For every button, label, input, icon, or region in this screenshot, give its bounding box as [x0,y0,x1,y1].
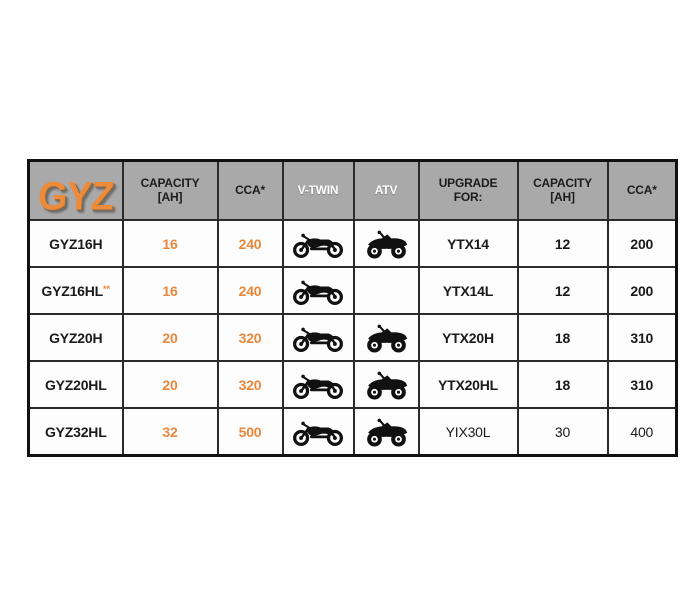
vtwin-cell [281,266,355,316]
capacity-cell: 32 [121,407,219,457]
upgrade-cca-cell: 200 [606,266,678,316]
column-header-upgrade-capacity: CAPACITY [AH] [516,159,609,222]
column-header-cca: CCA* [216,159,284,222]
model-cell: GYZ20H [27,313,124,363]
model-cell: GYZ16HL** [27,266,124,316]
upgrade-capacity-cell: 12 [516,219,609,269]
upgrade-model-cell: YTX20H [417,313,519,363]
upgrade-capacity-cell: 12 [516,266,609,316]
capacity-cell: 16 [121,266,219,316]
upgrade-model-cell: YTX20HL [417,360,519,410]
upgrade-cca-cell: 400 [606,407,678,457]
model-cell: GYZ16H [27,219,124,269]
model-cell: GYZ20HL [27,360,124,410]
upgrade-capacity-cell: 18 [516,313,609,363]
upgrade-model-cell: YTX14L [417,266,519,316]
table-row: GYZ16HL** 16 240 YTX14L 12 200 [27,266,678,316]
vtwin-cell [281,313,355,363]
column-header-atv: ATV [352,159,420,222]
upgrade-model-cell: YTX14 [417,219,519,269]
vtwin-cell [281,360,355,410]
upgrade-cca-cell: 310 [606,313,678,363]
column-header-upgrade-for: UPGRADE FOR: [417,159,519,222]
upgrade-capacity-cell: 18 [516,360,609,410]
atv-cell [352,407,420,457]
atv-cell [352,360,420,410]
vtwin-cell [281,219,355,269]
upgrade-model-cell: YIX30L [417,407,519,457]
column-header-capacity: CAPACITY [AH] [121,159,219,222]
cca-cell: 320 [216,313,284,363]
motorcycle-icon [292,276,344,306]
cca-cell: 320 [216,360,284,410]
model-footnote-marker: ** [103,283,111,294]
atv-cell [352,266,420,316]
motorcycle-icon [292,229,344,259]
atv-icon [364,322,409,354]
model-cell: GYZ32HL [27,407,124,457]
motorcycle-icon [292,323,344,353]
capacity-cell: 20 [121,360,219,410]
table-row: GYZ20H 20 320 YTX20H 18 310 [27,313,678,363]
atv-cell [352,313,420,363]
table-row: GYZ20HL 20 320 YTX20HL 18 310 [27,360,678,410]
column-header-upgrade-cca: CCA* [606,159,678,222]
cca-cell: 500 [216,407,284,457]
column-header-vtwin: V-TWIN [281,159,355,222]
column-header-brand: GYZ [27,159,124,222]
atv-icon [364,228,409,260]
atv-icon [364,416,409,448]
motorcycle-icon [292,417,344,447]
upgrade-cca-cell: 310 [606,360,678,410]
atv-icon [364,369,409,401]
motorcycle-icon [292,370,344,400]
atv-cell [352,219,420,269]
battery-upgrade-table: GYZ CAPACITY [AH] CCA* V-TWIN ATV UPGRAD… [27,159,678,457]
cca-cell: 240 [216,219,284,269]
cca-cell: 240 [216,266,284,316]
table-row: GYZ16H 16 240 YTX14 12 200 [27,219,678,269]
table-row: GYZ32HL 32 500 YIX30L 30 400 [27,407,678,457]
capacity-cell: 16 [121,219,219,269]
capacity-cell: 20 [121,313,219,363]
upgrade-capacity-cell: 30 [516,407,609,457]
upgrade-cca-cell: 200 [606,219,678,269]
header-row: GYZ CAPACITY [AH] CCA* V-TWIN ATV UPGRAD… [27,159,678,222]
brand-logo: GYZ [36,174,115,219]
vtwin-cell [281,407,355,457]
